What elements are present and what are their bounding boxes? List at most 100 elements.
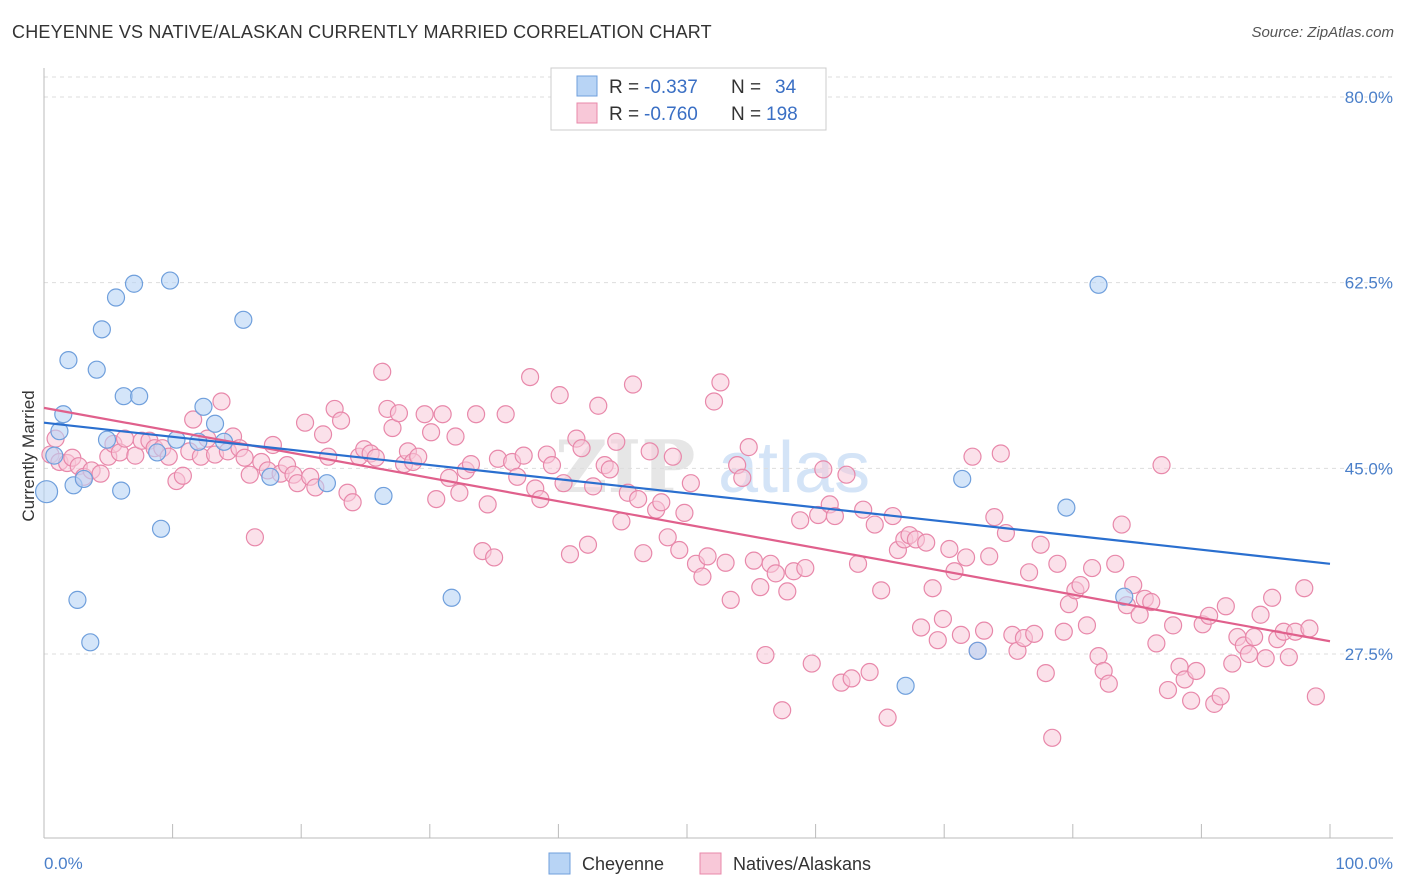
- point-cheyenne-23: [205, 414, 225, 433]
- point-natives-180: [1099, 674, 1118, 693]
- point-cheyenne-30: [896, 676, 915, 695]
- y-tick-label-0: 80.0%: [1345, 88, 1393, 107]
- point-natives-113: [716, 553, 735, 572]
- point-natives-138: [860, 662, 879, 682]
- point-natives-175: [1071, 575, 1090, 595]
- point-cheyenne-11: [97, 430, 117, 449]
- point-cheyenne-28: [374, 486, 393, 506]
- point-natives-188: [1147, 634, 1166, 653]
- point-natives-166: [1019, 563, 1039, 582]
- point-cheyenne-16: [130, 387, 149, 406]
- point-natives-167: [1025, 624, 1044, 643]
- point-natives-213: [1295, 579, 1314, 598]
- point-natives-95: [612, 512, 631, 531]
- point-natives-211: [1279, 648, 1298, 667]
- point-natives-73: [485, 548, 504, 567]
- point-cheyenne-14: [114, 387, 133, 406]
- point-cheyenne-12: [106, 288, 126, 307]
- point-natives-204: [1239, 644, 1259, 664]
- point-natives-84: [550, 386, 569, 405]
- point-natives-132: [825, 506, 844, 526]
- point-natives-90: [584, 477, 603, 496]
- point-natives-40: [295, 413, 315, 432]
- point-cheyenne-31: [953, 469, 972, 489]
- point-cheyenne-1: [45, 446, 64, 465]
- point-natives-124: [778, 582, 797, 601]
- point-natives-156: [963, 447, 982, 466]
- point-natives-176: [1077, 616, 1097, 635]
- point-natives-172: [1054, 622, 1073, 641]
- point-natives-93: [600, 460, 619, 479]
- point-natives-130: [814, 460, 833, 479]
- legend-n-value-2: 198: [766, 104, 798, 125]
- point-cheyenne-34: [1089, 275, 1108, 294]
- point-cheyenne-18: [151, 519, 171, 538]
- series-cheyenne-points: [34, 271, 1134, 695]
- point-natives-123: [773, 701, 792, 720]
- point-natives-215: [1306, 687, 1325, 706]
- point-natives-8: [91, 464, 110, 483]
- point-cheyenne-15: [124, 274, 144, 293]
- point-natives-128: [802, 654, 821, 673]
- point-natives-99: [634, 544, 653, 563]
- point-natives-120: [756, 645, 775, 665]
- point-natives-141: [878, 708, 897, 727]
- point-natives-53: [373, 362, 392, 381]
- point-natives-139: [865, 515, 884, 534]
- tick-labels: 80.0% 62.5% 45.0% 27.5% 0.0% 100.0%: [44, 88, 1393, 873]
- point-natives-102: [652, 493, 671, 512]
- point-natives-170: [1043, 728, 1062, 747]
- point-cheyenne-32: [968, 641, 987, 660]
- point-natives-60: [409, 447, 428, 466]
- point-cheyenne-33: [1057, 498, 1076, 517]
- legend-n-label-2: N =: [731, 104, 761, 125]
- bottom-legend-cheyenne: Cheyenne: [582, 854, 664, 874]
- point-cheyenne-13: [112, 481, 131, 500]
- point-natives-103: [658, 528, 677, 547]
- point-natives-201: [1223, 654, 1242, 673]
- point-natives-154: [951, 625, 971, 645]
- y-tick-label-1: 62.5%: [1345, 274, 1393, 293]
- point-natives-199: [1211, 687, 1230, 706]
- legend-n-label-1: N =: [731, 77, 761, 98]
- point-natives-46: [331, 411, 351, 430]
- point-natives-110: [698, 547, 717, 566]
- trend-lines: [43, 406, 1331, 643]
- point-natives-205: [1245, 627, 1264, 647]
- point-natives-160: [985, 508, 1004, 527]
- point-natives-85: [554, 474, 573, 493]
- legend-swatch-cheyenne: [576, 75, 598, 97]
- point-natives-137: [854, 500, 873, 519]
- point-natives-22: [184, 410, 203, 429]
- point-natives-104: [663, 447, 682, 466]
- point-natives-79: [521, 367, 540, 387]
- point-natives-149: [923, 579, 942, 598]
- point-natives-182: [1112, 515, 1131, 534]
- y-axis-label: Currently Married: [19, 390, 38, 521]
- point-cheyenne-17: [148, 443, 167, 462]
- legend: R = -0.337 N = 34 R = -0.760 N = 198: [550, 67, 827, 131]
- point-natives-94: [607, 432, 626, 451]
- point-natives-195: [1187, 661, 1206, 681]
- point-natives-140: [872, 581, 891, 600]
- point-cheyenne-9: [87, 360, 106, 379]
- point-natives-150: [928, 631, 947, 650]
- series-natives-alaskans-points: [41, 362, 1325, 747]
- chart-title: CHEYENNE VS NATIVE/ALASKAN CURRENTLY MAR…: [12, 22, 712, 42]
- point-natives-161: [991, 444, 1010, 463]
- point-cheyenne-7: [74, 469, 93, 489]
- point-natives-135: [842, 669, 861, 688]
- point-natives-159: [980, 547, 999, 566]
- point-natives-106: [675, 503, 694, 522]
- point-cheyenne-22: [194, 397, 213, 416]
- point-natives-208: [1263, 588, 1282, 607]
- legend-r-label-2: R =: [609, 104, 639, 125]
- point-natives-56: [389, 404, 409, 423]
- source-label: Source: ZipAtlas.com: [1251, 24, 1394, 41]
- point-natives-122: [766, 564, 785, 583]
- point-natives-64: [433, 405, 452, 424]
- point-natives-111: [704, 392, 724, 411]
- point-natives-67: [450, 483, 469, 502]
- point-natives-107: [681, 474, 700, 493]
